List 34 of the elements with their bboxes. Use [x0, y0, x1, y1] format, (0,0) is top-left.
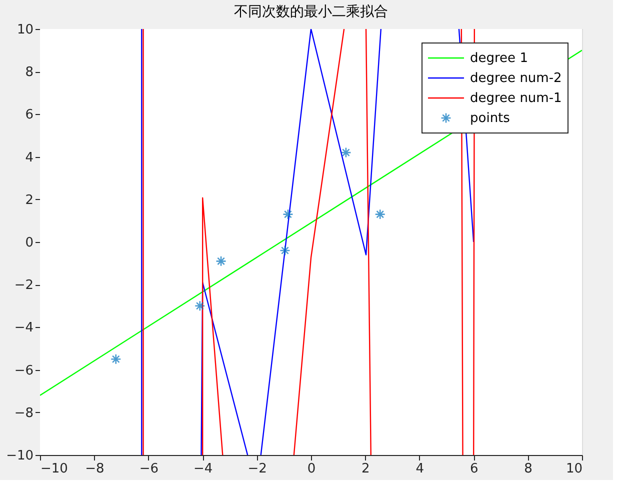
- chart-title: 不同次数的最小二乘拟合: [234, 4, 388, 20]
- x-tick-label: −6: [139, 462, 158, 476]
- x-tick-label: −2: [248, 462, 267, 476]
- legend-label: degree num-1: [470, 91, 562, 106]
- legend-label: degree num-2: [470, 71, 562, 86]
- x-tick-label: −4: [194, 462, 213, 476]
- point: [340, 147, 352, 158]
- x-tick-label: 2: [362, 462, 370, 476]
- x-tick-label: 8: [524, 462, 532, 476]
- point: [374, 208, 386, 220]
- legend-label: degree 1: [470, 51, 528, 66]
- point: [110, 354, 122, 365]
- x-tick-label: 6: [470, 462, 478, 476]
- y-tick-label: −6: [14, 363, 34, 378]
- y-tick-label: 0: [25, 236, 34, 250]
- point: [282, 208, 294, 220]
- point: [216, 256, 226, 267]
- point: [280, 245, 290, 256]
- legend-label: points: [470, 111, 510, 126]
- x-tick-label: 4: [416, 462, 424, 476]
- y-tick-label: 6: [25, 108, 34, 123]
- y-tick-label: −4: [14, 320, 34, 336]
- y-tick-label: −10: [6, 448, 34, 464]
- y-tick-label: 10: [16, 22, 34, 38]
- y-tick-label: −2: [14, 278, 34, 294]
- y-tick-label: −8: [14, 406, 34, 421]
- x-tick-label: −8: [85, 462, 104, 476]
- x-tick-label: 10: [566, 462, 582, 476]
- x-tick-label: −10: [40, 462, 68, 476]
- y-tick-label: 4: [25, 150, 34, 166]
- x-tick-label: 0: [307, 462, 316, 476]
- y-tick-label: 8: [25, 65, 34, 80]
- y-tick-label: 2: [25, 192, 34, 208]
- point: [194, 300, 206, 312]
